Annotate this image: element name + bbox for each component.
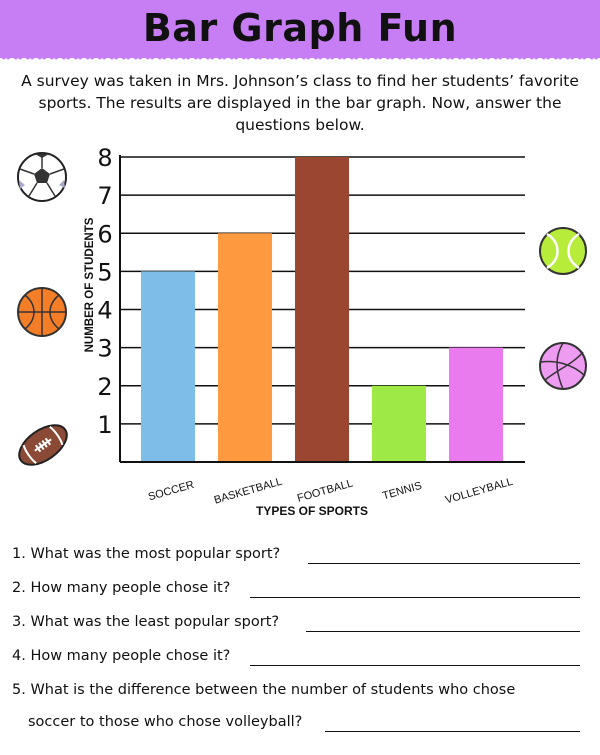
banner-scallop-edge (0, 52, 600, 62)
y-axis-label: NUMBER OF STUDENTS (84, 217, 96, 352)
y-tick-label: 5 (97, 258, 112, 286)
x-axis-label: TYPES OF SPORTS (256, 504, 368, 518)
y-tick-label: 8 (97, 144, 112, 172)
bar-soccer (141, 271, 195, 462)
x-tick-label: SOCCER (147, 479, 196, 504)
bar-chart: 1 2 3 4 5 6 7 8 SOCCER BASKETBALL FOOTBALL TENNIS V… (84, 144, 525, 518)
x-tick-label: TENNIS (381, 480, 423, 503)
x-tick-label: BASKETBALL (213, 476, 284, 507)
basketball-icon (17, 287, 67, 337)
question-3: 3. What was the least popular sport? (12, 614, 280, 630)
y-tick-label: 3 (97, 335, 112, 363)
bar-basketball (218, 233, 272, 462)
question-5-continued: soccer to those who chose volleyball? (28, 714, 303, 730)
answer-line-1[interactable] (308, 563, 580, 564)
tennis-ball-icon (539, 227, 587, 275)
y-tick-label: 4 (97, 297, 112, 325)
intro-text: A survey was taken in Mrs. Johnson’s cla… (21, 72, 579, 134)
football-icon (18, 424, 68, 466)
y-tick-label: 2 (97, 373, 112, 401)
question-5: 5. What is the difference between the nu… (12, 682, 516, 698)
y-tick-label: 6 (97, 220, 112, 248)
y-tick-label: 1 (97, 411, 112, 439)
page-title: Bar Graph Fun (142, 6, 458, 50)
bar-football (295, 157, 349, 462)
question-4: 4. How many people chose it? (12, 648, 231, 664)
title-banner (0, 0, 600, 58)
bar-volleyball (449, 347, 503, 462)
volleyball-icon (539, 342, 587, 390)
x-tick-label: FOOTBALL (296, 477, 355, 504)
x-tick-label: VOLLEYBALL (444, 476, 514, 507)
y-tick-label: 7 (97, 182, 112, 210)
answer-line-4[interactable] (250, 665, 580, 666)
answer-line-2[interactable] (250, 597, 580, 598)
question-2: 2. How many people chose it? (12, 580, 231, 596)
answer-line-3[interactable] (306, 631, 580, 632)
soccer-ball-icon (17, 152, 67, 202)
question-1: 1. What was the most popular sport? (12, 546, 281, 562)
bar-tennis (372, 385, 426, 462)
answer-line-5[interactable] (325, 731, 580, 732)
